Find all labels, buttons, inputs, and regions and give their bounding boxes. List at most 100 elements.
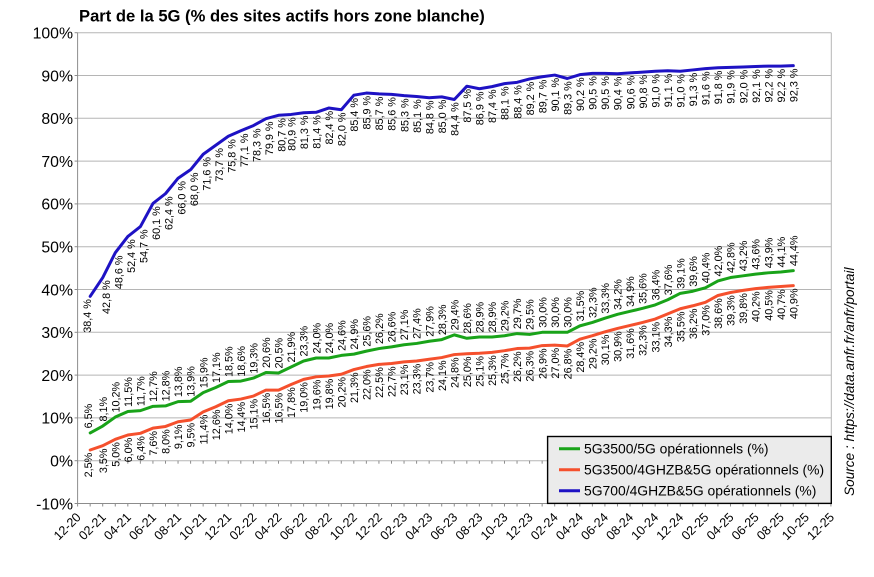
- svg-text:10%: 10%: [41, 411, 73, 428]
- svg-text:29,7%: 29,7%: [512, 298, 524, 329]
- svg-text:44,4%: 44,4%: [788, 235, 800, 266]
- svg-text:92,2 %: 92,2 %: [776, 68, 788, 102]
- svg-text:39,6%: 39,6%: [688, 256, 700, 287]
- svg-text:28,4%: 28,4%: [575, 342, 587, 373]
- svg-text:13,9%: 13,9%: [186, 366, 198, 397]
- svg-text:19,3%: 19,3%: [249, 343, 261, 374]
- svg-text:11,7%: 11,7%: [136, 376, 148, 406]
- svg-text:11,4%: 11,4%: [198, 414, 210, 444]
- svg-text:26,3%: 26,3%: [525, 351, 537, 382]
- svg-text:21,9%: 21,9%: [286, 331, 298, 362]
- svg-text:84,4 %: 84,4 %: [450, 102, 462, 136]
- svg-text:90,8 %: 90,8 %: [638, 74, 650, 108]
- svg-text:91,8 %: 91,8 %: [713, 70, 725, 104]
- svg-text:0%: 0%: [50, 454, 73, 471]
- svg-text:Part de la 5G (% des sites act: Part de la 5G (% des sites actifs hors z…: [79, 7, 485, 26]
- svg-text:37,0%: 37,0%: [701, 305, 713, 336]
- svg-text:92,2 %: 92,2 %: [763, 68, 775, 102]
- svg-text:43,2%: 43,2%: [738, 240, 750, 271]
- svg-text:85,9 %: 85,9 %: [362, 95, 374, 129]
- svg-text:85,0 %: 85,0 %: [437, 99, 449, 133]
- svg-text:18,5%: 18,5%: [223, 346, 235, 377]
- svg-text:28,9%: 28,9%: [487, 301, 499, 332]
- svg-text:42,0%: 42,0%: [713, 245, 725, 276]
- svg-text:30,0%: 30,0%: [562, 297, 574, 328]
- svg-text:40%: 40%: [41, 282, 73, 299]
- svg-text:14,4%: 14,4%: [236, 401, 248, 432]
- svg-text:3,5%: 3,5%: [98, 448, 110, 473]
- svg-text:-10%: -10%: [36, 496, 73, 513]
- svg-text:13,8%: 13,8%: [173, 366, 185, 397]
- svg-text:39,3%: 39,3%: [726, 295, 738, 326]
- svg-text:20,2%: 20,2%: [336, 377, 348, 408]
- svg-text:32,3%: 32,3%: [588, 287, 600, 318]
- svg-text:24,0%: 24,0%: [311, 322, 323, 353]
- svg-text:23,7%: 23,7%: [424, 362, 436, 393]
- svg-text:78,3 %: 78,3 %: [252, 128, 264, 162]
- svg-text:9,5%: 9,5%: [186, 422, 198, 447]
- svg-text:5G3500/5G opérationnels (%): 5G3500/5G opérationnels (%): [584, 441, 769, 457]
- svg-text:36,2%: 36,2%: [688, 308, 700, 339]
- svg-text:40,7%: 40,7%: [776, 289, 788, 320]
- svg-text:26,9%: 26,9%: [537, 348, 549, 379]
- svg-text:7,6%: 7,6%: [148, 431, 160, 456]
- svg-text:12,6%: 12,6%: [211, 409, 223, 440]
- svg-text:37,6%: 37,6%: [663, 264, 675, 295]
- svg-text:10,2%: 10,2%: [110, 382, 122, 413]
- svg-text:85,6 %: 85,6 %: [387, 97, 399, 131]
- svg-text:92,3 %: 92,3 %: [789, 68, 801, 102]
- svg-text:17,8%: 17,8%: [286, 387, 298, 418]
- svg-text:6,0%: 6,0%: [123, 437, 135, 462]
- svg-text:66,0 %: 66,0 %: [176, 181, 188, 215]
- svg-text:33,1%: 33,1%: [650, 321, 662, 352]
- svg-text:88,1 %: 88,1 %: [500, 86, 512, 120]
- svg-text:90%: 90%: [41, 68, 73, 85]
- svg-text:24,0%: 24,0%: [324, 322, 336, 353]
- svg-text:80%: 80%: [41, 111, 73, 128]
- svg-text:26,2%: 26,2%: [512, 351, 524, 382]
- svg-text:28,6%: 28,6%: [462, 303, 474, 334]
- svg-text:92,1 %: 92,1 %: [751, 69, 763, 103]
- svg-text:77,1 %: 77,1 %: [239, 133, 251, 167]
- svg-text:42,8 %: 42,8 %: [101, 280, 113, 314]
- svg-text:27,4%: 27,4%: [412, 308, 424, 339]
- svg-text:38,6%: 38,6%: [713, 298, 725, 329]
- svg-text:8,1%: 8,1%: [98, 397, 110, 422]
- svg-text:40,5%: 40,5%: [763, 290, 775, 321]
- svg-text:25,3%: 25,3%: [487, 355, 499, 386]
- svg-text:68,0 %: 68,0 %: [189, 172, 201, 206]
- svg-text:33,3%: 33,3%: [600, 283, 612, 314]
- svg-text:86,9 %: 86,9 %: [475, 91, 487, 125]
- svg-text:89,7 %: 89,7 %: [537, 79, 549, 113]
- svg-text:18,6%: 18,6%: [236, 346, 248, 377]
- svg-text:6,5%: 6,5%: [83, 403, 95, 428]
- svg-text:71,6 %: 71,6 %: [201, 157, 213, 191]
- svg-text:91,3 %: 91,3 %: [688, 72, 700, 106]
- svg-text:89,3 %: 89,3 %: [563, 81, 575, 115]
- svg-text:35,6%: 35,6%: [638, 273, 650, 304]
- svg-text:39,1%: 39,1%: [675, 258, 687, 289]
- svg-text:79,9 %: 79,9 %: [264, 121, 276, 155]
- svg-text:30,0%: 30,0%: [537, 297, 549, 328]
- svg-text:24,9%: 24,9%: [349, 319, 361, 350]
- svg-text:34,2%: 34,2%: [613, 279, 625, 310]
- svg-text:8,0%: 8,0%: [161, 429, 173, 454]
- svg-text:6,4%: 6,4%: [136, 436, 148, 461]
- svg-text:89,2 %: 89,2 %: [525, 81, 537, 115]
- svg-text:20,5%: 20,5%: [274, 337, 286, 368]
- svg-text:90,4 %: 90,4 %: [613, 76, 625, 110]
- svg-text:27,1%: 27,1%: [399, 309, 411, 340]
- svg-text:90,5 %: 90,5 %: [588, 76, 600, 110]
- svg-text:43,6%: 43,6%: [751, 239, 763, 270]
- svg-text:27,9%: 27,9%: [424, 306, 436, 337]
- svg-text:82,0 %: 82,0 %: [337, 112, 349, 146]
- svg-text:16,5%: 16,5%: [274, 392, 286, 423]
- svg-text:60,1 %: 60,1 %: [151, 206, 163, 240]
- svg-text:28,3%: 28,3%: [437, 304, 449, 335]
- svg-text:35,5%: 35,5%: [675, 311, 687, 342]
- svg-text:43,9%: 43,9%: [763, 237, 775, 268]
- svg-text:100%: 100%: [33, 26, 73, 43]
- svg-text:85,3 %: 85,3 %: [399, 98, 411, 132]
- svg-text:73,7 %: 73,7 %: [214, 148, 226, 182]
- svg-text:85,4 %: 85,4 %: [349, 98, 361, 132]
